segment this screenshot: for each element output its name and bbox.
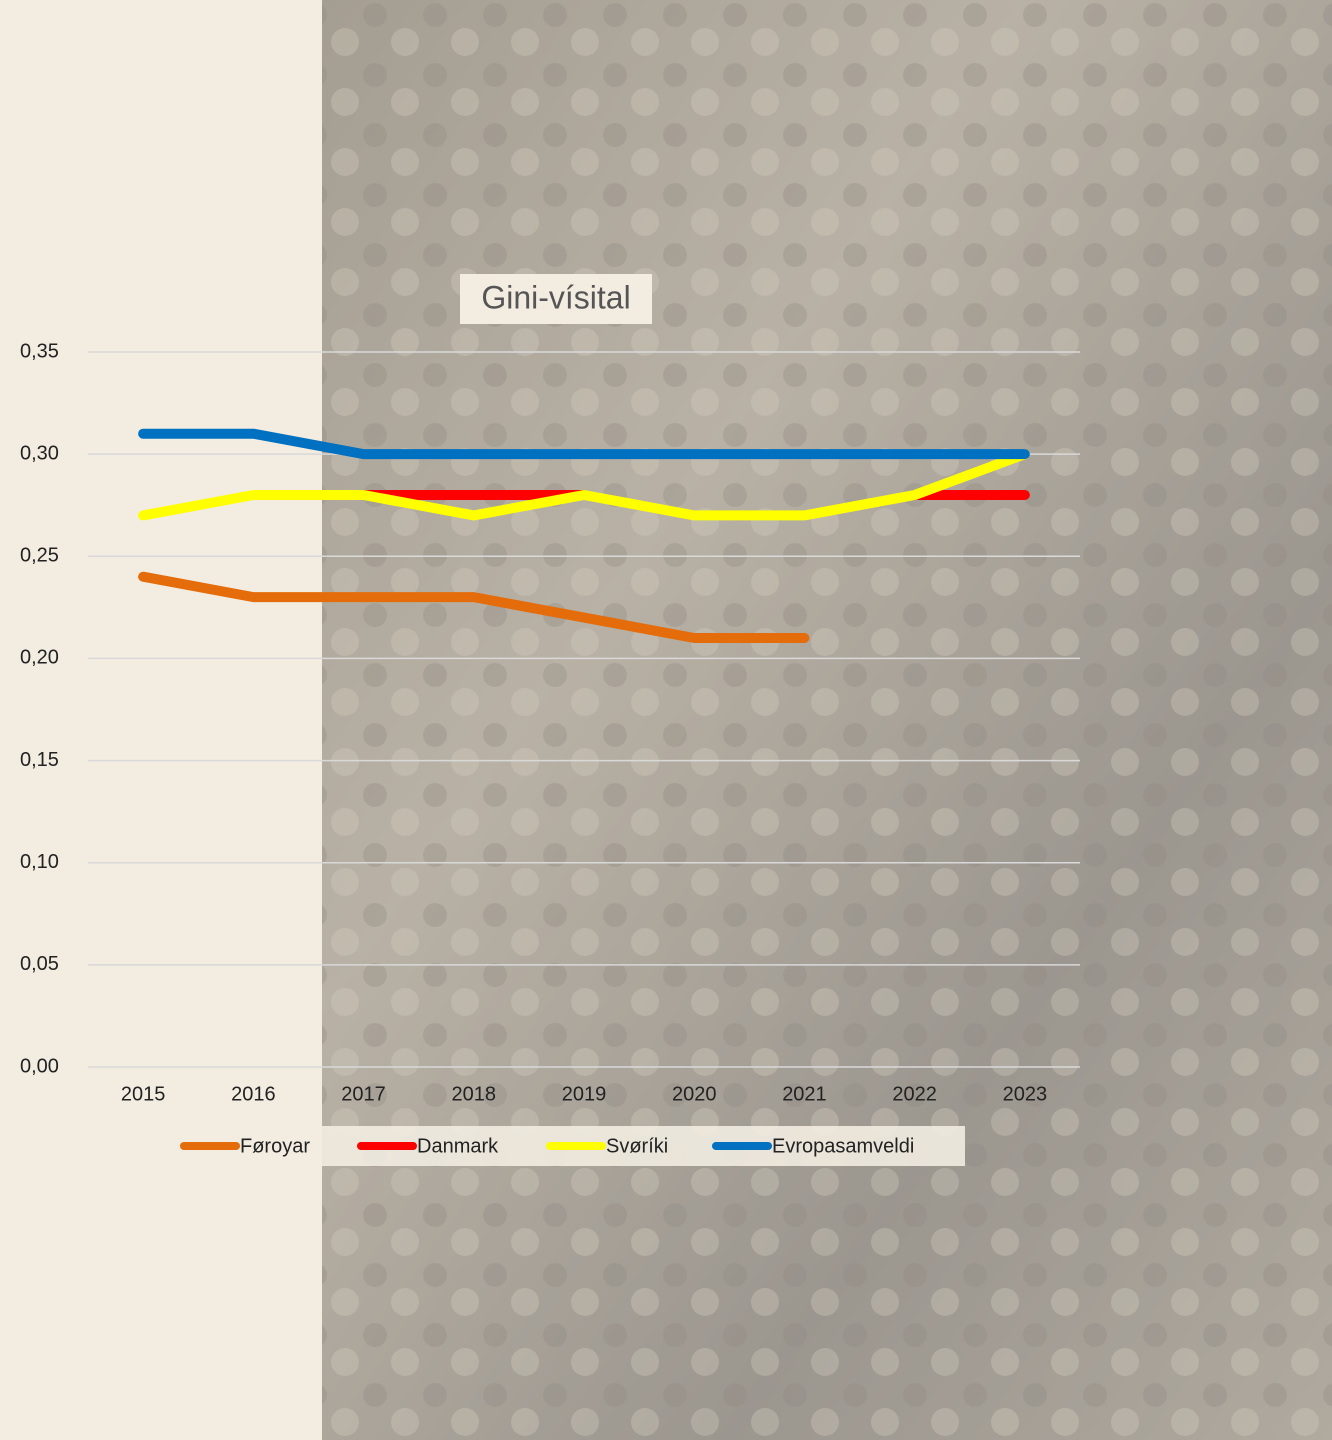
x-tick-label: 2023 [1003, 1083, 1048, 1105]
photo-overlay [322, 0, 1332, 1440]
y-tick-label: 0,00 [20, 1055, 59, 1077]
y-tick-label: 0,30 [20, 442, 59, 464]
legend-label: Evropasamveldi [772, 1135, 914, 1157]
x-tick-label: 2015 [121, 1083, 166, 1105]
y-tick-label: 0,10 [20, 851, 59, 873]
x-tick-label: 2021 [782, 1083, 827, 1105]
y-tick-label: 0,20 [20, 647, 59, 669]
legend-label: Danmark [417, 1135, 499, 1157]
x-tick-label: 2019 [562, 1083, 607, 1105]
legend-label: Svøríki [606, 1135, 668, 1157]
chart: Gini-vísital 0,00 0,05 0,10 0,15 0,20 0,25 0,3… [0, 0, 1332, 1440]
legend-label: Føroyar [240, 1135, 310, 1157]
y-tick-label: 0,25 [20, 545, 59, 567]
y-tick-label: 0,35 [20, 340, 59, 362]
chart-title: Gini-vísital [481, 279, 630, 315]
x-tick-label: 2017 [341, 1083, 386, 1105]
x-tick-label: 2022 [892, 1083, 937, 1105]
y-tick-label: 0,15 [20, 749, 59, 771]
x-tick-label: 2020 [672, 1083, 717, 1105]
y-tick-label: 0,05 [20, 953, 59, 975]
x-tick-label: 2016 [231, 1083, 276, 1105]
x-tick-label: 2018 [452, 1083, 497, 1105]
